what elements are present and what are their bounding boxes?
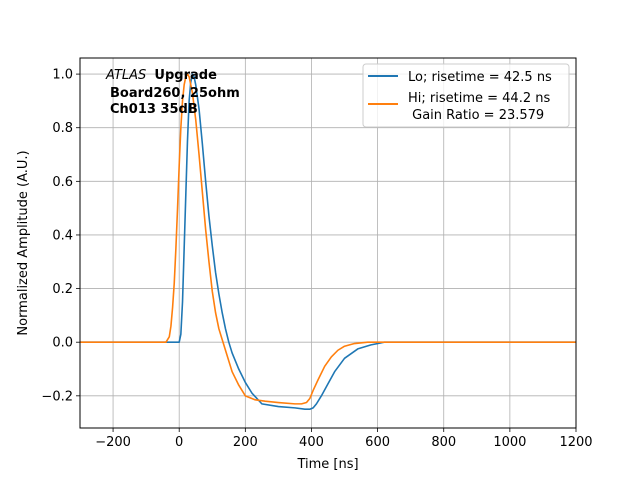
y-tick-label: 0.6 bbox=[52, 175, 73, 190]
annotation-channel: Ch013 35dB bbox=[110, 102, 198, 117]
legend-label-gain: Gain Ratio = 23.579 bbox=[408, 108, 544, 123]
y-tick-label: 0.0 bbox=[52, 336, 73, 351]
annotation: ATLAS Upgrade Board260, 25ohm Ch013 35dB bbox=[105, 68, 240, 117]
legend-box bbox=[362, 63, 570, 128]
series-layer bbox=[80, 73, 576, 411]
x-tick-label: 1000 bbox=[493, 435, 526, 450]
x-tick-label: 600 bbox=[365, 435, 390, 450]
y-tick-label: −0.2 bbox=[41, 389, 73, 404]
annotation-board: Board260, 25ohm bbox=[110, 86, 240, 101]
annotation-upgrade: Upgrade bbox=[154, 68, 217, 83]
y-tick-label: 0.2 bbox=[52, 282, 73, 297]
x-tick-label: 400 bbox=[299, 435, 324, 450]
series-line-lo bbox=[80, 73, 576, 411]
x-axis-title: Time [ns] bbox=[296, 457, 358, 472]
y-tick-label: 0.8 bbox=[52, 121, 73, 136]
legend-label-hi: Hi; risetime = 44.2 ns bbox=[408, 91, 550, 106]
x-tick-label: 1200 bbox=[559, 435, 592, 450]
y-axis-title: Normalized Amplitude (A.U.) bbox=[16, 150, 31, 335]
annotation-line1: ATLAS Upgrade bbox=[105, 68, 217, 83]
y-tick-label: 1.0 bbox=[52, 68, 73, 83]
series-line-hi bbox=[80, 73, 576, 405]
legend-label-lo: Lo; risetime = 42.5 ns bbox=[408, 70, 552, 85]
x-tick-label: 200 bbox=[233, 435, 258, 450]
y-tick-label: 0.4 bbox=[52, 228, 73, 243]
annotation-atlas: ATLAS bbox=[105, 68, 146, 83]
x-tick-label: −200 bbox=[95, 435, 131, 450]
legend: Lo; risetime = 42.5 ns Hi; risetime = 44… bbox=[362, 63, 570, 128]
axis-ticks: −200 0 200 400 600 800 1000 1200 −0.2 0.0 0.2 0.4 0.… bbox=[41, 68, 592, 450]
x-tick-label: 0 bbox=[175, 435, 183, 450]
plot-frame bbox=[79, 57, 577, 429]
x-tick-label: 800 bbox=[431, 435, 456, 450]
